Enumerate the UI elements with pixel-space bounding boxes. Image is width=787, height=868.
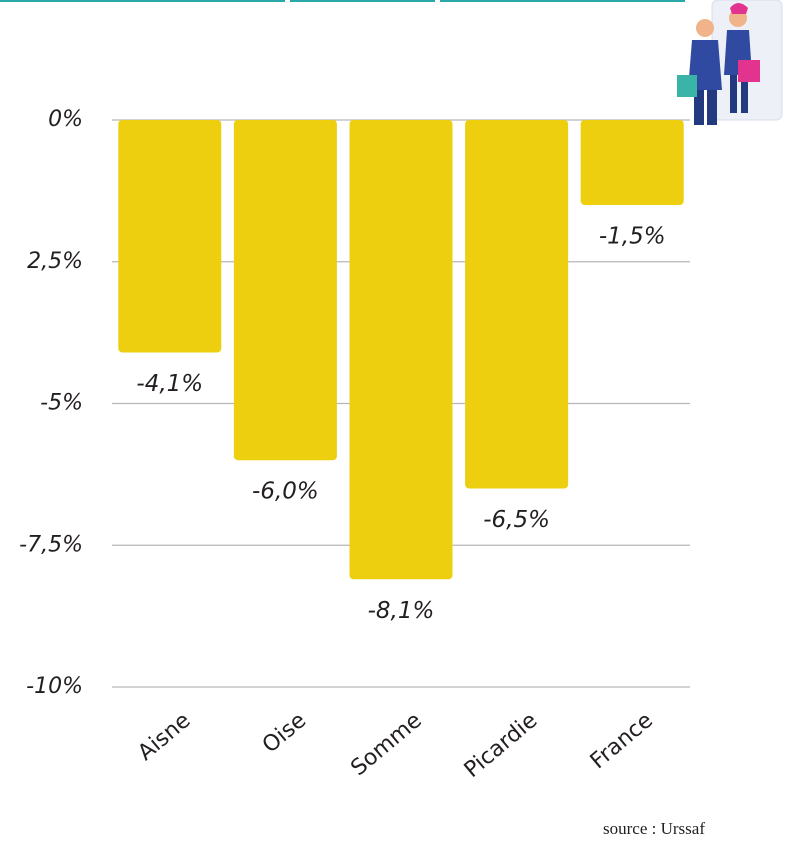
x-tick-label: Somme	[346, 708, 426, 781]
y-tick-label: 0%	[48, 107, 83, 132]
bar	[118, 120, 222, 353]
x-tick-label: Oise	[258, 708, 311, 758]
bar	[580, 120, 684, 206]
x-tick-label: Picardie	[460, 708, 543, 783]
value-label: -6,0%	[252, 479, 319, 505]
x-tick-label: France	[586, 708, 658, 774]
y-tick-label: -5%	[40, 391, 83, 416]
value-label: -8,1%	[368, 598, 435, 624]
value-label: -1,5%	[599, 224, 666, 250]
source: source : Urssaf	[603, 819, 705, 838]
illustration	[677, 0, 783, 125]
y-tick-label: -7,5%	[19, 532, 83, 557]
y-tick-label: -10%	[26, 674, 83, 699]
value-label: -4,1%	[136, 371, 203, 397]
bar	[233, 120, 337, 461]
bar	[465, 120, 569, 489]
x-tick-label: Aisne	[133, 708, 195, 766]
y-tick-label: 2,5%	[27, 249, 83, 274]
bar	[349, 120, 453, 580]
value-label: -6,5%	[483, 507, 550, 533]
